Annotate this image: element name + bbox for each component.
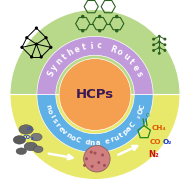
Circle shape	[44, 36, 48, 39]
Text: ₂: ₂	[135, 114, 142, 119]
Circle shape	[81, 29, 85, 33]
Circle shape	[98, 29, 101, 33]
Circle shape	[97, 161, 100, 164]
Circle shape	[158, 46, 161, 49]
Circle shape	[158, 35, 161, 38]
Text: i: i	[90, 41, 93, 51]
Wedge shape	[37, 94, 153, 153]
Circle shape	[115, 29, 119, 33]
Text: a: a	[95, 140, 100, 146]
Text: s: s	[51, 118, 58, 124]
Text: C: C	[139, 104, 146, 110]
Circle shape	[90, 151, 93, 154]
Text: d: d	[84, 139, 90, 146]
Circle shape	[152, 49, 155, 52]
Text: n: n	[65, 131, 72, 139]
Wedge shape	[37, 36, 153, 94]
Text: CO: CO	[150, 139, 161, 145]
Text: e: e	[105, 138, 111, 145]
Text: n: n	[44, 104, 51, 110]
Ellipse shape	[13, 136, 25, 144]
Text: h: h	[66, 47, 75, 58]
Circle shape	[81, 15, 85, 18]
Text: r: r	[54, 122, 61, 128]
Text: r: r	[110, 136, 115, 143]
Text: 2: 2	[30, 137, 33, 141]
Text: CO: CO	[23, 136, 31, 140]
Text: p: p	[122, 128, 130, 136]
Circle shape	[93, 152, 97, 155]
Text: u: u	[113, 134, 121, 142]
Text: t: t	[60, 52, 69, 61]
Ellipse shape	[34, 146, 43, 153]
Circle shape	[20, 46, 24, 49]
Circle shape	[163, 43, 166, 46]
Circle shape	[115, 15, 119, 18]
Wedge shape	[10, 9, 180, 94]
Circle shape	[30, 55, 33, 59]
Circle shape	[101, 153, 104, 156]
Text: t: t	[126, 57, 135, 66]
Circle shape	[158, 52, 161, 55]
Circle shape	[85, 157, 88, 160]
Text: S: S	[46, 70, 56, 78]
Text: v: v	[61, 129, 68, 136]
Circle shape	[25, 36, 28, 39]
Ellipse shape	[31, 133, 42, 141]
Circle shape	[83, 164, 86, 167]
Text: a: a	[126, 125, 133, 133]
Text: s: s	[134, 70, 144, 78]
Circle shape	[84, 146, 110, 172]
Text: e: e	[57, 125, 64, 133]
Circle shape	[158, 40, 161, 43]
Text: R: R	[108, 44, 117, 55]
Text: y: y	[49, 63, 60, 72]
Text: e: e	[130, 63, 141, 72]
Text: HCPs: HCPs	[76, 88, 114, 101]
Ellipse shape	[24, 142, 37, 151]
Circle shape	[91, 165, 94, 168]
Circle shape	[163, 38, 166, 41]
Text: n: n	[90, 140, 95, 146]
Text: u: u	[121, 51, 131, 62]
Circle shape	[152, 43, 155, 46]
Text: n: n	[54, 57, 64, 67]
Circle shape	[49, 46, 52, 49]
Text: o: o	[69, 134, 76, 142]
Text: e: e	[73, 44, 81, 54]
Text: O: O	[146, 113, 150, 118]
Text: c: c	[96, 41, 101, 51]
Text: t: t	[118, 132, 125, 139]
Text: N₂: N₂	[148, 149, 159, 159]
Text: i: i	[48, 114, 55, 119]
Text: O₂: O₂	[162, 139, 171, 145]
Text: CO₂: CO₂	[27, 127, 35, 132]
Text: o: o	[46, 109, 53, 115]
Circle shape	[103, 164, 106, 167]
Ellipse shape	[16, 148, 26, 155]
Text: CH₄: CH₄	[152, 125, 167, 131]
Wedge shape	[10, 94, 180, 180]
Text: C: C	[74, 136, 81, 144]
Circle shape	[152, 38, 155, 41]
Text: t: t	[81, 42, 87, 52]
Circle shape	[98, 15, 101, 18]
Circle shape	[35, 43, 38, 46]
Circle shape	[59, 59, 131, 130]
Circle shape	[163, 49, 166, 52]
Text: O: O	[137, 108, 144, 116]
Circle shape	[35, 26, 38, 30]
Ellipse shape	[19, 125, 33, 134]
Text: o: o	[115, 47, 124, 58]
Circle shape	[40, 55, 43, 59]
Text: C: C	[129, 121, 137, 129]
